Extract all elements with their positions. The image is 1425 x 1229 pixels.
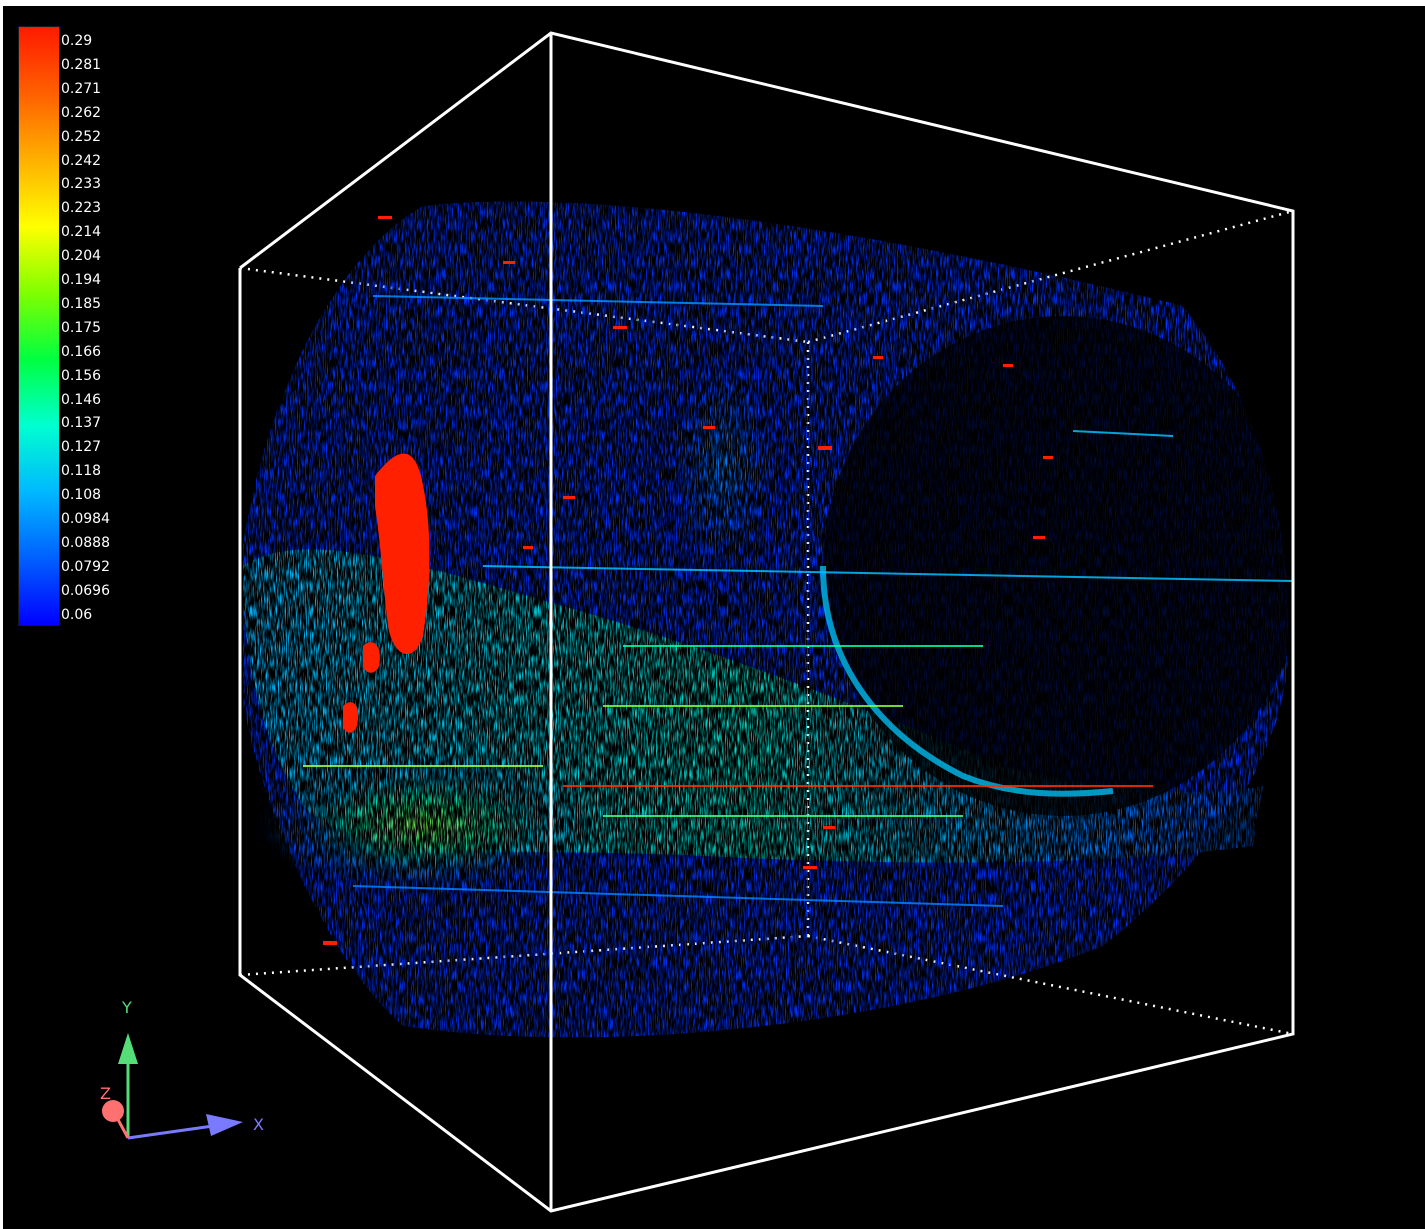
color-legend-tick-label: 0.262 <box>61 104 102 121</box>
color-legend-tick-label: 0.233 <box>61 176 102 193</box>
color-legend-tick-label: 0.281 <box>61 56 102 73</box>
color-legend-tick-label: 0.118 <box>61 463 102 480</box>
color-legend-labels: 0.29 0.281 0.271 0.262 0.252 0.242 0.233 0.223 0… <box>61 34 141 624</box>
color-legend-tick-label: 0.271 <box>61 80 102 97</box>
color-legend-tick-label: 0.223 <box>61 200 102 217</box>
volume-render-scene[interactable]: Y X Z <box>3 6 1425 1229</box>
color-legend-tick-label: 0.204 <box>61 248 102 265</box>
color-legend-tick-label: 0.146 <box>61 391 102 408</box>
color-legend-bar <box>18 26 60 626</box>
color-legend-tick-label: 0.242 <box>61 152 102 169</box>
bounding-box <box>238 31 1295 1213</box>
xyz-axes-icon: Y X Z <box>100 998 264 1140</box>
color-legend-tick-label: 0.127 <box>61 439 102 456</box>
color-legend-tick-label: 0.166 <box>61 343 102 360</box>
color-legend-tick-label: 0.0696 <box>61 582 110 599</box>
y-axis-glyph: Y <box>121 998 132 1017</box>
color-legend-tick-label: 0.252 <box>61 128 102 145</box>
color-legend-tick-label: 0.214 <box>61 224 102 241</box>
render-viewport[interactable]: Y X Z 0.29 0.281 0.271 0.262 0.252 0.242 0.233… <box>3 6 1425 1229</box>
color-legend-tick-label: 0.06 <box>61 606 93 623</box>
color-legend-tick-label: 0.0984 <box>61 511 110 527</box>
color-legend-tick-label: 0.185 <box>61 295 102 312</box>
color-legend-tick-label: 0.29 <box>61 33 93 49</box>
color-legend-tick-label: 0.175 <box>61 319 102 336</box>
z-axis-glyph: Z <box>100 1084 111 1103</box>
color-legend-tick-label: 0.0792 <box>61 558 110 575</box>
color-legend-gradient <box>19 27 59 625</box>
color-legend-tick-label: 0.194 <box>61 272 102 288</box>
color-legend-tick-label: 0.0888 <box>61 534 110 551</box>
color-legend-tick-label: 0.156 <box>61 367 102 384</box>
x-axis-glyph: X <box>253 1115 264 1134</box>
volume-data <box>243 201 1303 1038</box>
color-legend-tick-label: 0.137 <box>61 415 102 432</box>
color-legend-tick-label: 0.108 <box>61 487 102 504</box>
